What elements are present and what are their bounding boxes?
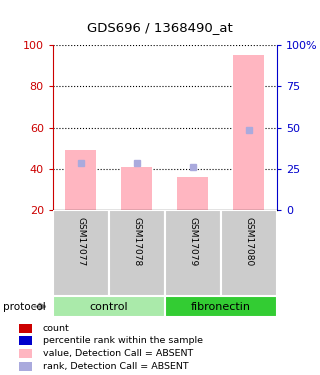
Bar xyxy=(109,210,165,296)
Text: value, Detection Call = ABSENT: value, Detection Call = ABSENT xyxy=(43,349,193,358)
Bar xyxy=(121,166,152,210)
Bar xyxy=(65,150,96,210)
Text: GSM17079: GSM17079 xyxy=(188,217,197,266)
Bar xyxy=(221,210,277,296)
Bar xyxy=(19,336,32,345)
Bar xyxy=(19,362,32,372)
Bar xyxy=(165,296,277,317)
Bar xyxy=(19,324,32,333)
Bar xyxy=(53,296,165,317)
Text: GSM17077: GSM17077 xyxy=(76,217,85,266)
Text: percentile rank within the sample: percentile rank within the sample xyxy=(43,336,203,345)
Text: GDS696 / 1368490_at: GDS696 / 1368490_at xyxy=(87,21,233,34)
Bar xyxy=(233,56,264,210)
Text: rank, Detection Call = ABSENT: rank, Detection Call = ABSENT xyxy=(43,362,188,371)
Text: count: count xyxy=(43,324,69,333)
Text: GSM17078: GSM17078 xyxy=(132,217,141,266)
Bar xyxy=(19,349,32,358)
Text: control: control xyxy=(90,302,128,312)
Bar xyxy=(53,210,109,296)
Bar xyxy=(165,210,221,296)
Bar xyxy=(177,177,208,210)
Text: protocol: protocol xyxy=(3,302,46,312)
Text: GSM17080: GSM17080 xyxy=(244,217,253,266)
Text: fibronectin: fibronectin xyxy=(191,302,251,312)
